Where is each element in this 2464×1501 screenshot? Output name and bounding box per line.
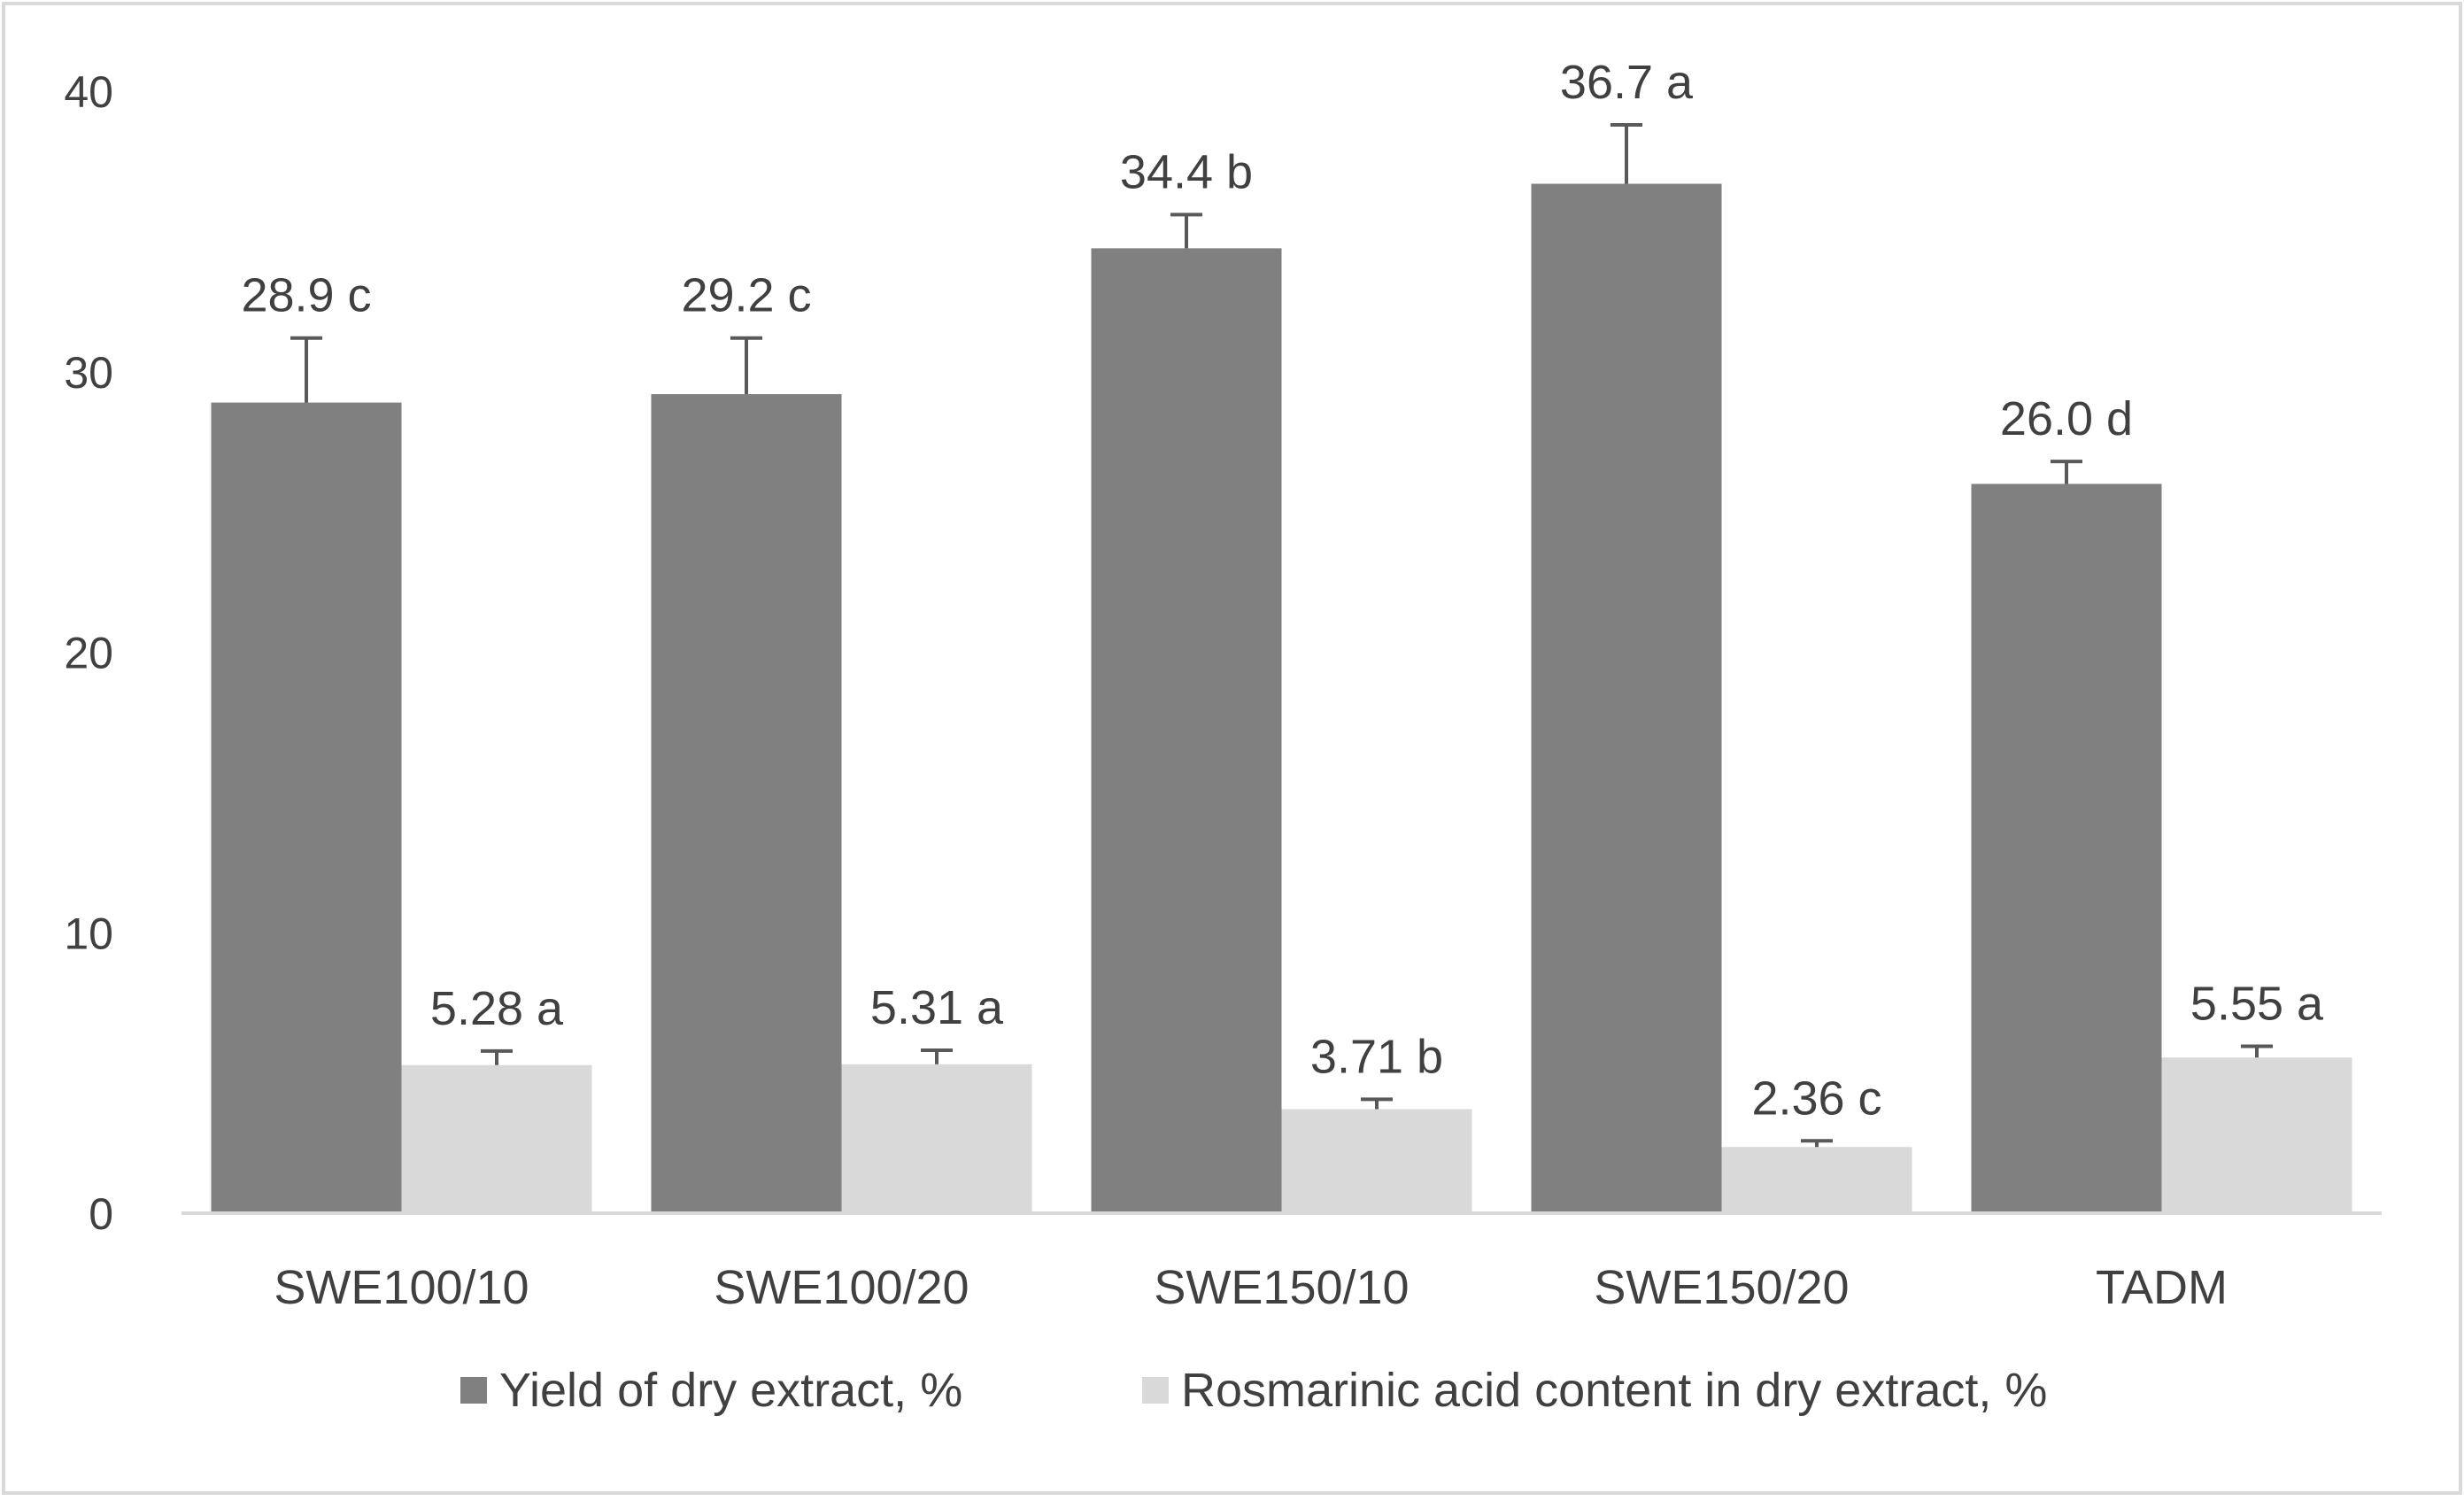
y-tick-label: 10 xyxy=(64,909,113,958)
bar-series-1 xyxy=(1531,183,1722,1214)
data-label: 5.28 a xyxy=(430,982,564,1035)
x-category-label: SWE100/10 xyxy=(274,1261,529,1314)
data-label: 26.0 d xyxy=(2000,392,2133,445)
legend-label: Yield of dry extract, % xyxy=(499,1364,962,1417)
bar-series-2 xyxy=(401,1064,592,1213)
y-tick-label: 20 xyxy=(64,629,113,678)
data-label: 3.71 b xyxy=(1310,1030,1443,1083)
x-category-label: SWE150/10 xyxy=(1154,1261,1409,1314)
y-tick-label: 30 xyxy=(64,348,113,398)
bar-series-1 xyxy=(211,402,402,1213)
data-labels: 28.9 c 5.28 a 29.2 c 5.31 a 34.4 b 3.71 b 36.7… xyxy=(241,56,2324,1125)
bar-series-1 xyxy=(1971,484,2162,1213)
data-label: 36.7 a xyxy=(1560,56,1694,109)
y-tick-label: 40 xyxy=(64,67,113,117)
x-axis-categories: SWE100/10 SWE100/20 SWE150/10 SWE150/20 TADM xyxy=(274,1261,2228,1314)
x-category-label: SWE150/20 xyxy=(1594,1261,1849,1314)
data-label: 34.4 b xyxy=(1120,145,1253,198)
data-label: 28.9 c xyxy=(241,269,371,322)
error-bars xyxy=(290,123,2273,1148)
bar-series-2 xyxy=(1281,1109,1472,1213)
x-category-label: SWE100/20 xyxy=(714,1261,969,1314)
bar-series-2 xyxy=(2161,1057,2352,1213)
data-label: 29.2 c xyxy=(681,269,811,322)
y-axis-ticks: 0 10 20 30 40 xyxy=(64,67,113,1239)
legend-swatch-series-2 xyxy=(1142,1377,1169,1404)
x-category-label: TADM xyxy=(2096,1261,2228,1314)
data-label: 5.55 a xyxy=(2190,978,2324,1031)
data-label: 2.36 c xyxy=(1751,1072,1881,1125)
y-tick-label: 0 xyxy=(89,1189,113,1239)
bar-series-2 xyxy=(1721,1147,1912,1213)
data-label: 5.31 a xyxy=(870,981,1004,1034)
bar-series-2 xyxy=(841,1064,1032,1213)
legend-label: Rosmarinic acid content in dry extract, … xyxy=(1181,1364,2047,1417)
legend-swatch-series-1 xyxy=(460,1377,487,1404)
bars xyxy=(211,183,2352,1214)
bar-series-1 xyxy=(1091,248,1282,1213)
legend: Yield of dry extract, % Rosmarinic acid c… xyxy=(460,1364,2047,1417)
bar-series-1 xyxy=(651,394,842,1214)
